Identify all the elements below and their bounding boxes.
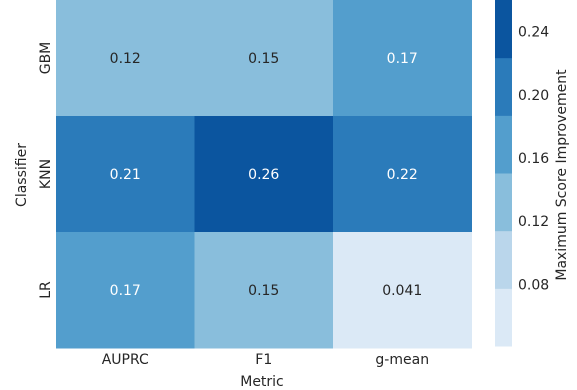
colorbar: 0.24 0.20 0.16 0.12 0.08 <box>495 0 549 347</box>
x-tick-label: g-mean <box>375 352 429 368</box>
colorbar-label: Maximum Score Improvement <box>554 69 570 281</box>
heatmap-cell <box>333 232 472 349</box>
heatmap-cell <box>194 0 334 117</box>
x-axis-label: Metric <box>240 374 284 390</box>
heatmap-cell <box>194 116 334 233</box>
heatmap-cell <box>333 0 472 117</box>
colorbar-tick-label: 0.12 <box>518 214 549 230</box>
y-tick-labels: GBM KNN LR <box>38 42 54 299</box>
y-tick-label: LR <box>38 281 54 299</box>
cell-value-label: 0.12 <box>110 51 141 67</box>
cell-value-label: 0.15 <box>248 283 279 299</box>
colorbar-tick-label: 0.08 <box>518 277 549 293</box>
colorbar-bin <box>495 0 512 59</box>
x-tick-label: F1 <box>255 352 272 368</box>
heatmap-cell <box>56 0 195 117</box>
cell-value-label: 0.26 <box>248 167 279 183</box>
x-tick-labels: AUPRC F1 g-mean <box>102 352 429 368</box>
cell-value-label: 0.22 <box>387 167 418 183</box>
cell-value-label: 0.21 <box>110 167 141 183</box>
colorbar-bin <box>495 230 512 289</box>
heatmap-cells: 0.12 0.15 0.17 0.21 0.26 0.22 0.17 0.15 0.041 <box>56 0 472 349</box>
y-axis-label: Classifier <box>14 143 30 207</box>
heatmap-cell <box>56 116 195 233</box>
colorbar-tick-label: 0.20 <box>518 88 549 104</box>
colorbar-bin <box>495 57 512 116</box>
cell-value-label: 0.17 <box>110 283 141 299</box>
y-tick-label: GBM <box>38 42 54 75</box>
heatmap-cell <box>194 232 334 349</box>
cell-value-label: 0.041 <box>382 283 422 299</box>
heatmap-cell <box>333 116 472 233</box>
colorbar-bin <box>495 115 512 174</box>
cell-value-label: 0.15 <box>248 51 279 67</box>
colorbar-bin <box>495 173 512 232</box>
y-tick-label: KNN <box>38 159 54 189</box>
colorbar-tick-label: 0.16 <box>518 151 549 167</box>
colorbar-bin <box>495 288 512 347</box>
x-tick-label: AUPRC <box>102 352 149 368</box>
colorbar-tick-label: 0.24 <box>518 25 549 41</box>
cell-value-label: 0.17 <box>387 51 418 67</box>
heatmap-cell <box>56 232 195 349</box>
